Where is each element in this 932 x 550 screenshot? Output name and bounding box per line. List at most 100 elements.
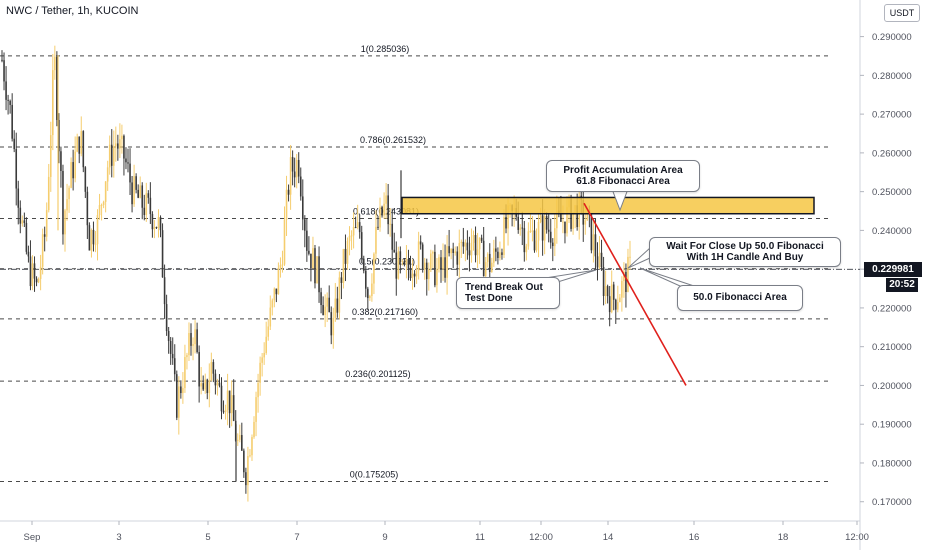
candle-body	[572, 212, 574, 229]
time-tick-label: 11	[475, 532, 485, 543]
price-tick-label: 0.290000	[872, 32, 912, 43]
candle-body	[623, 271, 625, 281]
candle-body	[456, 251, 459, 265]
candle-body	[74, 151, 76, 179]
candle-body	[139, 185, 142, 198]
candle-body	[230, 395, 233, 414]
candle-body	[612, 284, 615, 300]
candle-body	[320, 292, 322, 306]
candle-body	[427, 269, 430, 280]
candle-body	[625, 271, 627, 292]
candle-body	[11, 104, 13, 139]
candle-body	[289, 157, 292, 195]
candle-body	[287, 189, 290, 195]
candle-body	[106, 167, 109, 182]
candle-body	[596, 256, 599, 268]
candle-body	[403, 260, 406, 265]
candle-body	[49, 135, 52, 177]
candle-body	[619, 297, 621, 303]
candle-body	[257, 382, 259, 398]
candle-body	[145, 193, 148, 215]
candle-body	[265, 336, 268, 353]
candle-body	[354, 227, 357, 229]
candle-body	[119, 139, 121, 149]
candle-body	[283, 219, 286, 265]
candle-body	[318, 256, 320, 293]
candle-body	[159, 217, 162, 231]
candle-body	[352, 227, 355, 236]
candle-body	[330, 312, 333, 336]
candle-body	[190, 333, 192, 346]
candle-body	[137, 189, 139, 198]
candle-body	[393, 249, 396, 253]
candle-body	[291, 157, 294, 172]
candle-body	[131, 182, 133, 205]
candle-body	[157, 217, 160, 228]
candle-body	[336, 298, 339, 313]
trendline[interactable]	[583, 202, 687, 386]
candle-body	[452, 248, 454, 253]
candle-body	[23, 220, 26, 223]
candle-body	[161, 230, 164, 278]
candle-body	[277, 268, 280, 295]
candle-body	[586, 209, 589, 221]
fib-level-label: 0(0.175205)	[350, 470, 399, 480]
candle-body	[322, 305, 324, 315]
candle-body	[324, 306, 326, 315]
candle-body	[364, 270, 367, 289]
candle-body	[539, 215, 542, 223]
price-tick-label: 0.200000	[872, 381, 912, 392]
price-tick-label: 0.190000	[872, 420, 912, 431]
candle-body	[47, 176, 50, 211]
candle-body	[27, 251, 30, 257]
profit-zone-rectangle[interactable]	[401, 196, 815, 215]
candle-body	[127, 162, 129, 164]
candle-body	[198, 352, 200, 387]
candle-body	[269, 307, 272, 327]
candle-body	[92, 229, 95, 245]
candle-body	[188, 333, 190, 356]
candle-body	[281, 264, 284, 266]
candle-body	[238, 435, 241, 440]
candle-body	[135, 176, 137, 190]
candle-body	[295, 159, 298, 178]
candle-body	[263, 352, 265, 358]
candle-body	[537, 222, 540, 241]
callout-fib50-pointer	[639, 267, 695, 287]
candle-body	[389, 223, 391, 225]
candle-body	[200, 383, 202, 387]
candle-body	[608, 296, 611, 313]
candle-body	[64, 210, 66, 235]
candle-body	[100, 204, 103, 206]
candle-body	[249, 455, 251, 457]
currency-badge[interactable]: USDT	[884, 4, 920, 22]
candle-body	[480, 237, 483, 241]
candle-body	[1, 59, 3, 61]
candle-body	[110, 144, 113, 166]
candle-body	[397, 251, 400, 279]
candle-body	[259, 362, 261, 383]
candle-body	[503, 216, 505, 255]
candle-body	[104, 181, 107, 202]
candle-body	[360, 232, 363, 259]
callout-trend-line-1: Trend Break Out	[465, 282, 543, 293]
candle-body	[476, 249, 479, 256]
candle-body	[543, 216, 546, 241]
candle-body	[375, 226, 377, 254]
callout-profit-line-1: Profit Accumulation Area	[563, 165, 683, 176]
candle-body	[346, 241, 349, 264]
candle-body	[533, 230, 536, 251]
candle-body	[350, 235, 353, 237]
candle-body	[232, 395, 235, 421]
callout-wait-line-1: Wait For Close Up 50.0 Fibonacci	[666, 241, 824, 252]
candle-body	[499, 252, 501, 258]
candle-body	[218, 382, 221, 386]
candle-body	[598, 252, 601, 268]
candle-body	[167, 331, 170, 341]
candle-body	[468, 250, 471, 256]
candle-body	[312, 248, 314, 269]
candle-body	[600, 252, 603, 268]
price-tick-label: 0.250000	[872, 187, 912, 198]
